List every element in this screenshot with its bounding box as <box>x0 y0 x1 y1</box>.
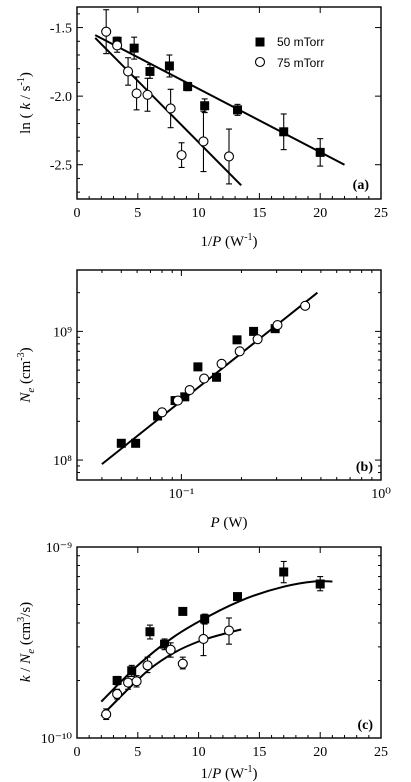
panel-b-50mtorr-point <box>212 372 222 382</box>
panel-c-xtick-label: 0 <box>74 745 81 760</box>
panel-c-50mtorr-point <box>127 666 137 676</box>
panel-b-75mtorr-point <box>172 395 183 406</box>
panel-c-xtick-label: 5 <box>134 745 141 760</box>
panel-c-75mtorr-point <box>131 676 142 687</box>
panel-b-xtick-label: 10⁰ <box>371 487 391 502</box>
panel-b-75mtorr-point <box>156 407 168 418</box>
panel-a-75mtorr-point <box>123 66 134 77</box>
panel-c: 0 5 10 15 20 25 10⁻¹⁰ 10⁻⁹ (c) 1/P (W-1) k / Ne… <box>16 541 388 782</box>
legend: 50 mTorr 75 mTorr <box>254 35 324 70</box>
legend-label-75mtorr: 75 mTorr <box>277 56 324 70</box>
panel-c-75mtorr-point <box>165 644 176 655</box>
panel-c-label: (c) <box>357 718 373 733</box>
panel-c-50mtorr-point <box>279 567 289 577</box>
panel-a-xtick-label: 0 <box>74 206 81 221</box>
panel-b-75mtorr-point <box>300 300 311 311</box>
panel-c-50mtorr-point <box>145 627 155 637</box>
panel-c-50mtorr-point <box>112 676 122 686</box>
panel-c-ytick-label: 10⁻¹⁰ <box>41 732 73 747</box>
panel-a-xtick-label: 15 <box>252 206 266 221</box>
panel-c-fit-curve-1 <box>100 580 333 703</box>
panel-b-75mtorr-point <box>234 346 245 357</box>
panel-b-75mtorr-point <box>216 358 227 369</box>
panel-c-ylabel: k / Ne (cm3/s) <box>16 602 37 682</box>
panel-b-75mtorr-point <box>252 334 263 345</box>
panel-c-75mtorr-point <box>123 677 134 688</box>
panel-c-ytick-label: 10⁻⁹ <box>46 541 72 556</box>
panel-b-50mtorr-point <box>116 438 126 448</box>
panel-a-ytick-label: -2.0 <box>50 90 72 105</box>
panel-a-50mtorr-point <box>279 127 289 137</box>
panel-a-label: (a) <box>353 178 370 193</box>
panel-c-xtick-label: 10 <box>192 745 206 760</box>
panel-a-75mtorr-point <box>198 136 209 147</box>
panel-a-ytick-label: -1.5 <box>50 22 72 37</box>
panel-b-75mtorr-point <box>184 385 195 396</box>
panel-a-50mtorr-point <box>315 147 325 157</box>
panel-b-ylabel: Ne (cm-3) <box>16 347 37 403</box>
panel-b-fit-line-1 <box>101 291 319 465</box>
panel-a-fit-line-1 <box>94 34 345 166</box>
panel-b-75mtorr-point <box>272 320 283 331</box>
panel-a-xlabel: 1/P (W-1) <box>200 232 257 250</box>
panel-a-75mtorr-point <box>142 89 153 100</box>
panel-a-75mtorr-point <box>176 150 187 161</box>
panel-c-75mtorr-point <box>177 658 188 669</box>
panel-b-ytick-label: 10⁹ <box>53 325 72 340</box>
panel-b-50mtorr-point <box>193 362 203 372</box>
panel-b-xtick-label: 10⁻¹ <box>169 487 195 502</box>
panel-c-75mtorr-point <box>223 625 235 636</box>
panel-b-xlabel: P (W) <box>209 515 247 531</box>
panel-a-50mtorr-point <box>200 101 210 111</box>
panel-a-75mtorr-point <box>112 40 123 51</box>
panel-b: 10⁻¹ 10⁰ 10⁸ 10⁹ (b) P (W) Ne (cm-3) <box>16 269 391 531</box>
legend-marker-50mtorr <box>255 37 265 47</box>
panel-c-xlabel: 1/P (W-1) <box>200 764 257 782</box>
panel-a-ytick-label: -2.5 <box>50 159 72 174</box>
panel-c-75mtorr-point <box>101 709 112 720</box>
panel-c-50mtorr-point <box>233 592 243 602</box>
panel-c-xtick-label: 25 <box>374 745 388 760</box>
panel-c-50mtorr-point <box>178 606 188 616</box>
panel-b-frame <box>76 269 382 481</box>
panel-a-50mtorr-point <box>183 82 193 92</box>
panel-c-50mtorr-point <box>160 639 170 649</box>
panel-a: 0 5 10 15 20 25 -1.5 -2.0 -2.5 50 mTorr 75 mTorr… <box>16 6 388 250</box>
panel-a-75mtorr-point <box>131 88 142 99</box>
panel-c-75mtorr-point <box>198 633 209 645</box>
panel-a-75mtorr-point <box>101 26 112 37</box>
panel-a-75mtorr-point <box>165 103 176 114</box>
panel-a-75mtorr-point <box>223 151 235 162</box>
panel-b-label: (b) <box>356 460 373 475</box>
panel-a-50mtorr-point <box>129 43 139 53</box>
panel-a-xtick-label: 25 <box>374 206 388 221</box>
panel-a-ylabel: ln ( k / s-1) <box>16 72 34 134</box>
panel-b-50mtorr-point <box>232 335 242 345</box>
panel-c-75mtorr-point <box>142 660 153 671</box>
panel-a-50mtorr-point <box>233 105 243 115</box>
panel-b-50mtorr-point <box>131 438 141 448</box>
legend-label-50mtorr: 50 mTorr <box>277 35 324 49</box>
panel-a-xtick-label: 5 <box>134 206 141 221</box>
panel-b-75mtorr-point <box>199 373 210 384</box>
panel-c-50mtorr-point <box>315 579 325 589</box>
panel-a-50mtorr-point <box>164 61 174 71</box>
panel-c-75mtorr-point <box>112 688 123 700</box>
panel-c-xtick-label: 15 <box>252 745 266 760</box>
panel-b-ytick-label: 10⁸ <box>53 454 72 469</box>
panel-c-frame <box>76 546 382 739</box>
legend-marker-75mtorr <box>254 56 266 68</box>
panel-a-xtick-label: 10 <box>192 206 206 221</box>
panel-b-50mtorr-point <box>249 326 259 336</box>
panel-c-xtick-label: 20 <box>313 745 327 760</box>
panel-a-frame <box>76 6 382 200</box>
panel-a-50mtorr-point <box>145 66 155 76</box>
panel-a-xtick-label: 20 <box>313 206 327 221</box>
panel-c-50mtorr-point <box>200 614 210 624</box>
